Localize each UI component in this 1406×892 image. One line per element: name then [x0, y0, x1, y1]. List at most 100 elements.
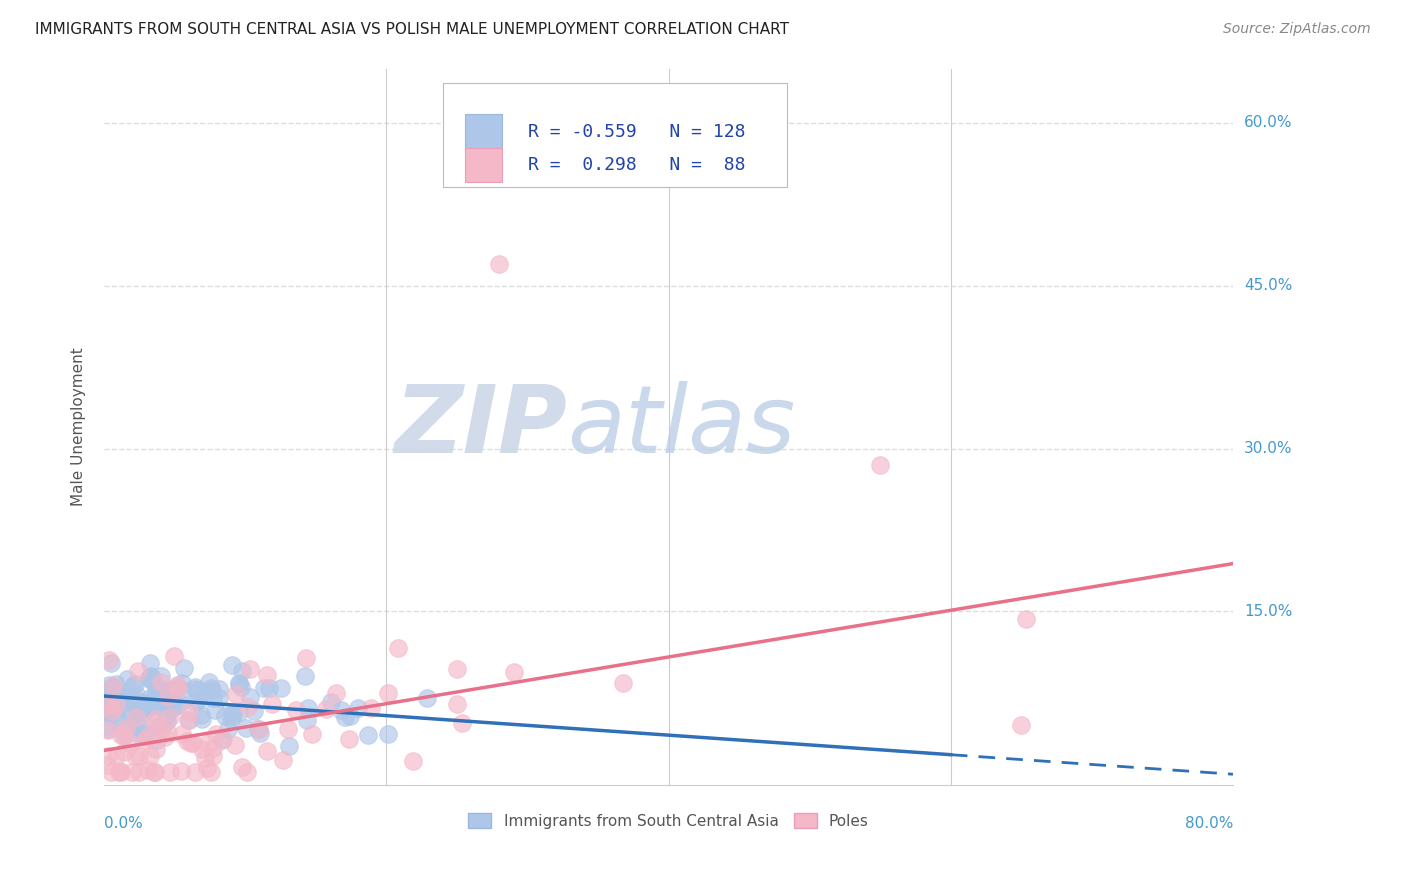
Point	[242, 704, 264, 718]
Point	[285, 703, 308, 717]
Point	[488, 257, 510, 271]
Point	[152, 701, 174, 715]
Point	[100, 686, 122, 700]
Point	[612, 675, 634, 690]
Point	[152, 717, 174, 731]
Point	[221, 706, 243, 721]
Point	[181, 736, 204, 750]
Point	[166, 678, 188, 692]
Point	[319, 695, 342, 709]
Text: 0.0%: 0.0%	[104, 815, 143, 830]
Point	[139, 691, 162, 706]
Point	[176, 733, 198, 747]
Point	[200, 765, 222, 780]
Point	[247, 722, 270, 736]
Point	[315, 702, 337, 716]
Text: ZIP: ZIP	[394, 381, 567, 473]
Point	[138, 763, 160, 777]
Point	[97, 723, 120, 738]
Point	[451, 716, 474, 731]
Point	[172, 727, 194, 741]
Point	[124, 700, 146, 714]
Point	[112, 727, 135, 741]
Point	[446, 697, 468, 711]
Text: 30.0%: 30.0%	[1244, 441, 1292, 456]
Point	[176, 713, 198, 727]
Point	[190, 708, 212, 723]
Point	[156, 714, 179, 729]
Point	[339, 708, 361, 723]
Point	[337, 731, 360, 746]
Point	[179, 706, 201, 720]
Point	[115, 672, 138, 686]
Point	[105, 748, 128, 763]
Point	[700, 159, 723, 173]
Point	[138, 670, 160, 684]
Point	[110, 721, 132, 735]
Point	[184, 681, 207, 696]
Point	[105, 677, 128, 691]
Point	[145, 742, 167, 756]
Point	[180, 736, 202, 750]
Legend: Immigrants from South Central Asia, Poles: Immigrants from South Central Asia, Pole…	[463, 806, 875, 835]
Point	[148, 681, 170, 696]
Point	[145, 697, 167, 711]
Point	[170, 675, 193, 690]
Point	[190, 712, 212, 726]
Point	[146, 685, 169, 699]
Point	[129, 728, 152, 742]
Point	[145, 732, 167, 747]
Point	[138, 656, 160, 670]
Point	[97, 653, 120, 667]
Point	[105, 686, 128, 700]
Point	[125, 701, 148, 715]
Point	[416, 690, 439, 705]
Point	[101, 704, 124, 718]
Point	[143, 765, 166, 780]
Point	[173, 660, 195, 674]
Point	[121, 707, 143, 722]
Point	[297, 700, 319, 714]
Point	[228, 677, 250, 691]
Point	[149, 675, 172, 690]
Point	[169, 696, 191, 710]
Point	[294, 669, 316, 683]
Point	[97, 706, 120, 720]
Point	[127, 665, 149, 679]
Point	[249, 725, 271, 739]
Point	[360, 700, 382, 714]
Point	[121, 719, 143, 733]
Point	[202, 740, 225, 755]
Point	[96, 687, 118, 701]
Point	[96, 758, 118, 772]
Point	[143, 765, 166, 780]
Point	[238, 699, 260, 714]
Point	[115, 703, 138, 717]
Point	[134, 699, 156, 714]
Point	[146, 697, 169, 711]
Point	[297, 714, 319, 728]
Y-axis label: Male Unemployment: Male Unemployment	[72, 347, 86, 506]
Point	[107, 765, 129, 780]
Point	[128, 765, 150, 780]
Point	[195, 761, 218, 775]
Point	[166, 681, 188, 696]
Point	[194, 750, 217, 764]
Text: 15.0%: 15.0%	[1244, 604, 1292, 619]
Point	[228, 706, 250, 720]
Point	[142, 698, 165, 712]
Point	[301, 727, 323, 741]
Point	[107, 684, 129, 698]
Point	[114, 692, 136, 706]
Point	[156, 706, 179, 721]
Point	[377, 686, 399, 700]
Point	[236, 764, 259, 779]
Point	[262, 698, 284, 712]
Point	[100, 656, 122, 670]
Point	[149, 669, 172, 683]
Point	[502, 665, 524, 679]
Point	[110, 764, 132, 778]
Point	[156, 685, 179, 699]
Point	[231, 665, 253, 679]
Point	[270, 681, 292, 696]
